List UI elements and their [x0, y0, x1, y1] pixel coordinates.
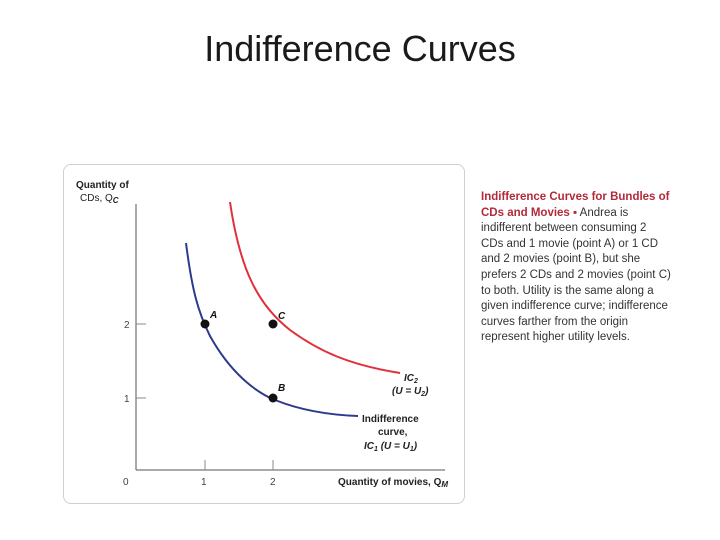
y-axis-label-line2: CDs, QC: [80, 193, 119, 205]
x-tick-1-label: 1: [201, 477, 207, 488]
point-a-marker: [200, 319, 210, 329]
y-tick-1-label: 1: [124, 394, 130, 405]
x-tick-2-label: 2: [270, 477, 276, 488]
slide-title: Indifference Curves: [204, 28, 516, 69]
point-b-marker: [268, 393, 278, 403]
figure-card: [63, 164, 465, 504]
origin-label: 0: [123, 477, 129, 488]
ic2-eq-label: (U = U2): [392, 386, 429, 398]
point-c-marker: [268, 319, 278, 329]
point-b-label: B: [278, 383, 285, 394]
x-axis-label: Quantity of movies, QM: [338, 477, 448, 489]
ic1-label-line1: Indifference: [362, 414, 419, 425]
ic1-curve: [185, 242, 359, 417]
y-axis-label-line1: Quantity of: [76, 180, 129, 191]
ic2-curve: [229, 201, 401, 374]
caption-title: Indifference Curves for Bundles of CDs a…: [481, 191, 670, 219]
point-c-label: C: [278, 311, 286, 322]
caption-bullet: ▪: [573, 206, 578, 219]
y-tick-2-label: 2: [124, 320, 130, 331]
ic2-label: IC2: [404, 373, 418, 385]
ic1-label-line2: curve,: [378, 427, 408, 438]
figure-caption: Indifference Curves for Bundles of CDs a…: [481, 190, 671, 346]
caption-body: Andrea is indifferent between consuming …: [481, 206, 671, 344]
ic1-label-line3: IC1 (U = U1): [364, 441, 418, 453]
point-a-label: A: [209, 310, 217, 321]
